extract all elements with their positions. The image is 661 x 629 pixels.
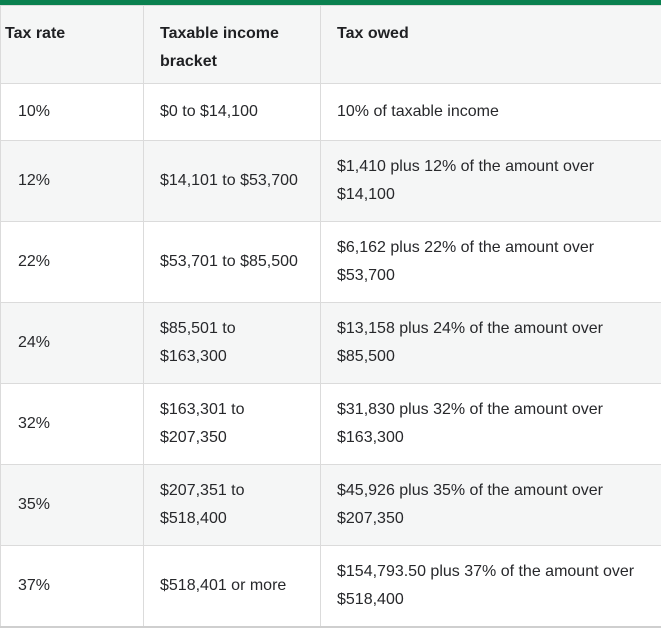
table-row: 32% $163,301 to $207,350 $31,830 plus 32… [0, 383, 661, 465]
cell-tax-owed: $6,162 plus 22% of the amount over $53,7… [320, 221, 661, 303]
cell-tax-owed: $1,410 plus 12% of the amount over $14,1… [320, 140, 661, 222]
cell-income-bracket: $85,501 to $163,300 [143, 302, 321, 384]
header-row: Tax rate Taxable income bracket Tax owed [0, 5, 661, 84]
tax-brackets-grid: Tax rate Taxable income bracket Tax owed… [0, 5, 661, 628]
cell-tax-owed: $31,830 plus 32% of the amount over $163… [320, 383, 661, 465]
table-row: 37% $518,401 or more $154,793.50 plus 37… [0, 545, 661, 627]
column-header-taxable-income-bracket: Taxable income bracket [143, 5, 321, 84]
table-row: 12% $14,101 to $53,700 $1,410 plus 12% o… [0, 140, 661, 222]
cell-income-bracket: $207,351 to $518,400 [143, 464, 321, 546]
cell-tax-rate: 35% [0, 464, 144, 546]
column-header-tax-rate: Tax rate [0, 5, 144, 84]
table-row: 10% $0 to $14,100 10% of taxable income [0, 83, 661, 141]
table-row: 22% $53,701 to $85,500 $6,162 plus 22% o… [0, 221, 661, 303]
cell-tax-rate: 12% [0, 140, 144, 222]
cell-income-bracket: $53,701 to $85,500 [143, 221, 321, 303]
cell-tax-owed: $45,926 plus 35% of the amount over $207… [320, 464, 661, 546]
cell-tax-rate: 37% [0, 545, 144, 627]
table-row: 24% $85,501 to $163,300 $13,158 plus 24%… [0, 302, 661, 384]
cell-tax-owed: $13,158 plus 24% of the amount over $85,… [320, 302, 661, 384]
cell-income-bracket: $0 to $14,100 [143, 83, 321, 141]
cell-tax-owed: 10% of taxable income [320, 83, 661, 141]
table-top-accent-bar [0, 0, 661, 5]
table-row: 35% $207,351 to $518,400 $45,926 plus 35… [0, 464, 661, 546]
cell-income-bracket: $14,101 to $53,700 [143, 140, 321, 222]
cell-tax-rate: 22% [0, 221, 144, 303]
cell-income-bracket: $518,401 or more [143, 545, 321, 627]
column-header-tax-owed: Tax owed [320, 5, 661, 84]
cell-income-bracket: $163,301 to $207,350 [143, 383, 321, 465]
cell-tax-owed: $154,793.50 plus 37% of the amount over … [320, 545, 661, 627]
cell-tax-rate: 24% [0, 302, 144, 384]
cell-tax-rate: 32% [0, 383, 144, 465]
cell-tax-rate: 10% [0, 83, 144, 141]
